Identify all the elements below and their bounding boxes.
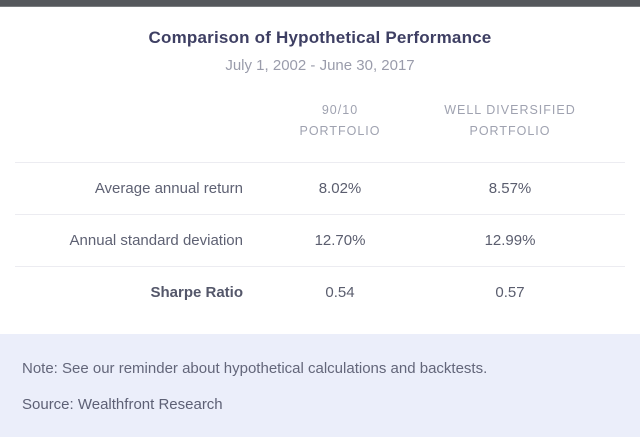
cell-90-10-value: 0.54 (325, 284, 355, 301)
window-top-bar (0, 0, 640, 7)
cell-90-10-value: 8.02% (318, 180, 362, 197)
date-range-subtitle: July 1, 2002 - June 30, 2017 (225, 57, 415, 74)
cell-well-diversified-value: 0.57 (495, 284, 525, 301)
cell-well-diversified-value: 8.57% (488, 180, 532, 197)
footnote-panel: Note: See our reminder about hypothetica… (0, 334, 640, 437)
cell-well-diversified-value: 12.99% (484, 232, 536, 249)
performance-table: 90/10 Portfolio Well Diversified Portfol… (15, 100, 625, 318)
table-row-sharpe-ratio: Sharpe Ratio 0.54 0.57 (15, 266, 625, 318)
row-label: Annual standard deviation (69, 232, 243, 249)
row-label: Average annual return (94, 180, 243, 197)
column-header-line: Portfolio (469, 124, 551, 138)
source-attribution-text: Source: Wealthfront Research (22, 396, 223, 413)
column-header-90-10-portfolio: 90/10 Portfolio (245, 100, 435, 142)
performance-comparison-card: Comparison of Hypothetical Performance J… (0, 28, 640, 318)
table-row-average-annual-return: Average annual return 8.02% 8.57% (15, 162, 625, 214)
column-header-line: Well Diversified (444, 103, 576, 117)
column-header-line: Portfolio (299, 124, 381, 138)
cell-90-10-value: 12.70% (314, 232, 366, 249)
column-header-well-diversified-portfolio: Well Diversified Portfolio (435, 100, 585, 142)
page-title: Comparison of Hypothetical Performance (148, 28, 492, 47)
column-header-line: 90/10 (321, 103, 359, 117)
table-row-annual-standard-deviation: Annual standard deviation 12.70% 12.99% (15, 214, 625, 266)
table-header-row: 90/10 Portfolio Well Diversified Portfol… (15, 100, 625, 162)
hypothetical-note-text: Note: See our reminder about hypothetica… (22, 360, 488, 377)
row-label: Sharpe Ratio (150, 284, 243, 301)
